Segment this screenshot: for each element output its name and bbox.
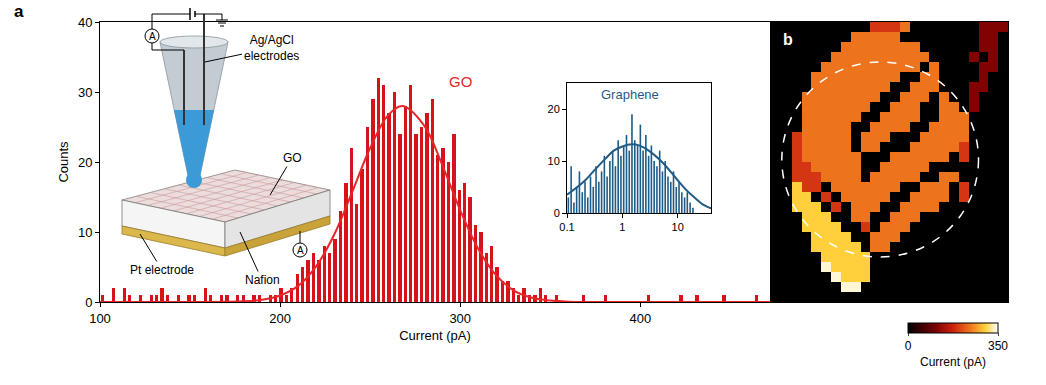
svg-text:20: 20 [78,155,92,170]
svg-text:Current (pA): Current (pA) [920,355,986,369]
svg-text:Counts: Counts [56,141,71,183]
svg-text:100: 100 [89,311,111,326]
svg-text:200: 200 [269,311,291,326]
svg-text:10: 10 [672,221,684,233]
svg-text:20: 20 [548,103,560,115]
svg-text:Pt electrode: Pt electrode [130,263,194,277]
svg-text:A: A [297,245,304,256]
svg-text:10: 10 [78,225,92,240]
svg-text:0: 0 [554,207,560,219]
svg-text:0.1: 0.1 [559,221,574,233]
svg-text:GO: GO [449,73,472,90]
svg-text:0: 0 [905,339,912,353]
svg-text:0: 0 [85,295,92,310]
svg-text:400: 400 [629,311,651,326]
svg-text:b: b [783,31,793,48]
svg-text:300: 300 [449,311,471,326]
svg-text:a: a [14,2,24,21]
svg-text:350: 350 [988,339,1008,353]
svg-text:10: 10 [548,155,560,167]
svg-text:A: A [149,31,156,42]
svg-text:Current (pA): Current (pA) [399,328,471,343]
svg-text:Ag/AgClelectrodes: Ag/AgClelectrodes [244,33,299,63]
svg-text:Graphene: Graphene [601,87,659,102]
svg-text:30: 30 [78,85,92,100]
svg-text:40: 40 [78,15,92,30]
svg-text:1: 1 [619,221,625,233]
svg-text:GO: GO [283,151,302,165]
svg-text:Nafion: Nafion [245,273,280,287]
